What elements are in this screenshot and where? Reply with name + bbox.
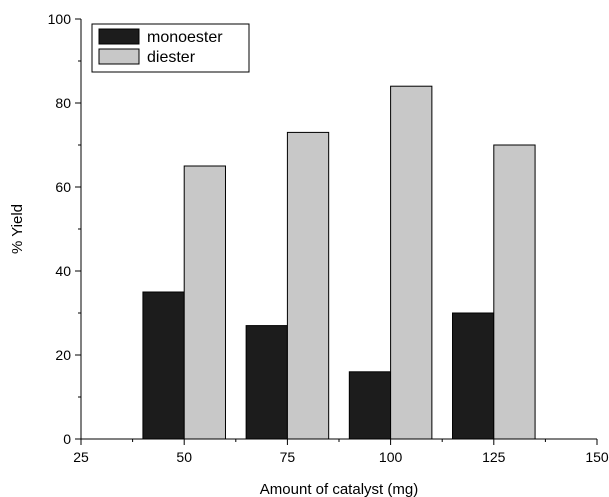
- y-tick-label-60: 60: [55, 179, 71, 195]
- legend-label-monoester: monoester: [147, 29, 223, 46]
- x-tick-label-75: 75: [280, 449, 296, 465]
- monoester-bar-125: [452, 312, 495, 440]
- y-tick-label-80: 80: [55, 95, 71, 111]
- x-axis-label: Amount of catalyst (mg): [260, 481, 418, 497]
- legend-label-diester: diester: [147, 49, 196, 66]
- x-tick-label-150: 150: [585, 449, 609, 465]
- diester-bar-125: [493, 144, 536, 440]
- axes-group: 0 20 40 60 80 100 25 50 75 100 125 150: [48, 11, 609, 465]
- diester-bar-75: [286, 131, 330, 440]
- monoester-bar-50: [142, 291, 185, 440]
- monoester-bar-75: [245, 325, 288, 440]
- monoester-bar-100: [348, 371, 392, 440]
- y-tick-label-100: 100: [48, 11, 72, 27]
- legend-swatch-monoester: [98, 28, 140, 45]
- x-tick-label-125: 125: [482, 449, 506, 465]
- y-tick-label-20: 20: [55, 347, 71, 363]
- y-tick-label-40: 40: [55, 263, 71, 279]
- bars-group: [142, 85, 536, 440]
- x-tick-label-50: 50: [176, 449, 192, 465]
- diester-bar-100: [390, 85, 433, 440]
- x-tick-label-25: 25: [73, 449, 89, 465]
- diester-bar-50: [183, 165, 226, 440]
- x-tick-label-100: 100: [379, 449, 403, 465]
- legend: monoester diester: [91, 23, 250, 73]
- y-tick-label-0: 0: [63, 431, 71, 447]
- y-axis-label: % Yield: [9, 204, 26, 254]
- legend-swatch-diester: [98, 48, 140, 65]
